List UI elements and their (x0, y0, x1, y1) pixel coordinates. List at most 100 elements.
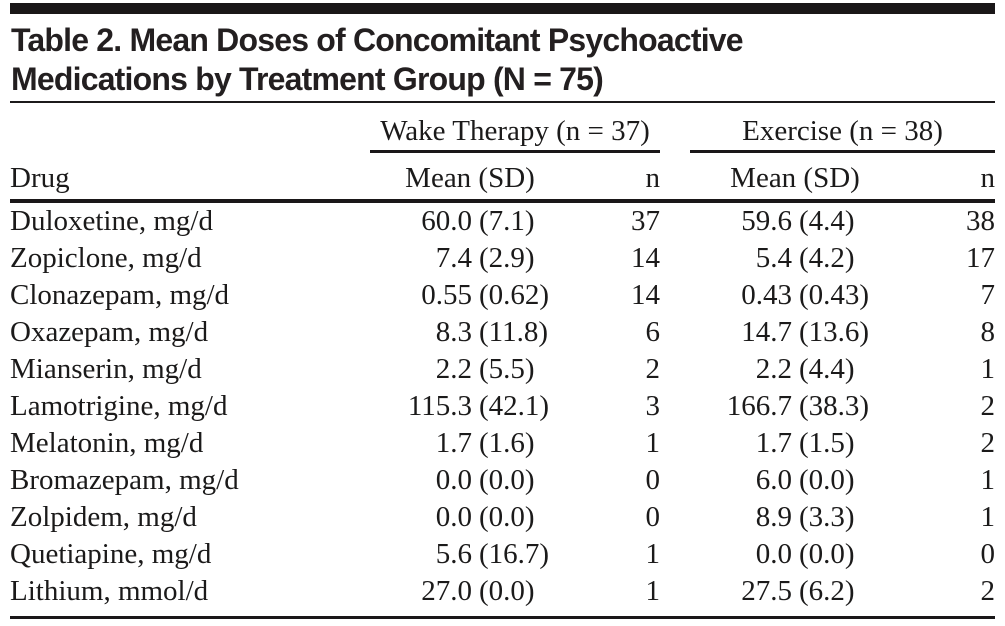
column-header-gap (660, 151, 690, 203)
wake-sd: (16.7) (479, 538, 550, 570)
exercise-mean-sd: 27.5 (6.2) (690, 573, 900, 618)
wake-mean: 7.4 (435, 242, 472, 274)
wake-mean-sd: 1.7 (1.6) (370, 425, 570, 462)
wake-n: 1 (645, 575, 661, 607)
table-row: Bromazepam, mg/d 0.0 (0.0) 0 6.0 (0.0) 1 (10, 462, 995, 499)
table-row: Melatonin, mg/d 1.7 (1.6) 1 1.7 (1.5) 2 (10, 425, 995, 462)
spanner-gap-cell (660, 106, 690, 152)
wake-sd: (1.6) (479, 427, 535, 459)
drug-name: Duloxetine, mg/d (10, 205, 213, 237)
exercise-mean-sd: 59.6 (4.4) (690, 201, 900, 240)
exercise-sd: (0.0) (799, 538, 855, 570)
wake-mean-sd: 0.55 (0.62) (370, 277, 570, 314)
wake-sd: (5.5) (479, 353, 535, 385)
wake-mean-sd: 0.0 (0.0) (370, 462, 570, 499)
gap-cell (660, 499, 690, 536)
exercise-mean-sd: 6.0 (0.0) (690, 462, 900, 499)
wake-sd: (0.0) (479, 464, 535, 496)
wake-sd: (0.62) (479, 279, 550, 311)
table-row: Zopiclone, mg/d 7.4 (2.9) 14 5.4 (4.2) 17 (10, 240, 995, 277)
exercise-sd: (13.6) (799, 316, 870, 348)
column-header-exercise-mean-sd: Mean (SD) (690, 151, 900, 203)
drug-name: Zolpidem, mg/d (10, 501, 197, 533)
exercise-sd: (4.2) (799, 242, 855, 274)
exercise-mean: 2.2 (755, 353, 792, 385)
top-rule-bar (10, 3, 995, 14)
exercise-mean-sd: 1.7 (1.5) (690, 425, 900, 462)
exercise-mean: 59.6 (741, 205, 792, 237)
table-row: Lithium, mmol/d 27.0 (0.0) 1 27.5 (6.2) 2 (10, 573, 995, 618)
gap-cell (660, 462, 690, 499)
exercise-sd: (6.2) (799, 575, 855, 607)
wake-n: 37 (631, 205, 660, 237)
wake-mean: 0.0 (435, 464, 472, 496)
exercise-mean-sd: 8.9 (3.3) (690, 499, 900, 536)
wake-mean: 27.0 (421, 575, 472, 607)
wake-mean-sd: 115.3 (42.1) (370, 388, 570, 425)
column-header-exercise-n: n (900, 151, 995, 203)
wake-n: 2 (645, 353, 661, 385)
gap-cell (660, 536, 690, 573)
wake-sd: (42.1) (479, 390, 550, 422)
wake-mean: 0.0 (435, 501, 472, 533)
wake-mean: 60.0 (421, 205, 472, 237)
exercise-n: 38 (966, 205, 995, 237)
doses-table: Wake Therapy (n = 37) Exercise (n = 38) … (10, 106, 995, 619)
wake-n: 1 (645, 538, 661, 570)
exercise-n: 8 (980, 316, 996, 348)
exercise-n: 1 (980, 353, 996, 385)
exercise-sd: (4.4) (799, 353, 855, 385)
wake-n: 6 (645, 316, 661, 348)
wake-sd: (0.0) (479, 501, 535, 533)
wake-mean: 8.3 (435, 316, 472, 348)
wake-mean: 2.2 (435, 353, 472, 385)
wake-n: 0 (645, 501, 661, 533)
group-header-exercise: Exercise (n = 38) (690, 106, 995, 153)
exercise-sd: (0.43) (799, 279, 870, 311)
exercise-mean-sd: 166.7 (38.3) (690, 388, 900, 425)
drug-name: Clonazepam, mg/d (10, 279, 230, 311)
table-row: Mianserin, mg/d 2.2 (5.5) 2 2.2 (4.4) 1 (10, 351, 995, 388)
wake-n: 14 (631, 242, 660, 274)
exercise-mean-sd: 0.43 (0.43) (690, 277, 900, 314)
column-header-wake-mean-sd: Mean (SD) (370, 151, 570, 203)
wake-n: 1 (645, 427, 661, 459)
wake-mean: 1.7 (435, 427, 472, 459)
drug-name: Melatonin, mg/d (10, 427, 204, 459)
exercise-n: 7 (980, 279, 996, 311)
exercise-sd: (0.0) (799, 464, 855, 496)
exercise-n: 2 (980, 575, 996, 607)
table-row: Quetiapine, mg/d 5.6 (16.7) 1 0.0 (0.0) 0 (10, 536, 995, 573)
exercise-mean-sd: 2.2 (4.4) (690, 351, 900, 388)
wake-mean-sd: 2.2 (5.5) (370, 351, 570, 388)
wake-mean-sd: 7.4 (2.9) (370, 240, 570, 277)
wake-mean-sd: 5.6 (16.7) (370, 536, 570, 573)
exercise-mean: 0.0 (755, 538, 792, 570)
drug-name: Zopiclone, mg/d (10, 242, 202, 274)
column-header-wake-n: n (570, 151, 660, 203)
title-divider-rule (10, 101, 995, 103)
gap-cell (660, 425, 690, 462)
table-row: Lamotrigine, mg/d 115.3 (42.1) 3 166.7 (38… (10, 388, 995, 425)
gap-cell (660, 240, 690, 277)
wake-mean: 5.6 (435, 538, 472, 570)
wake-mean-sd: 8.3 (11.8) (370, 314, 570, 351)
exercise-mean: 27.5 (741, 575, 792, 607)
exercise-mean: 166.7 (726, 390, 792, 422)
gap-cell (660, 277, 690, 314)
wake-mean: 0.55 (421, 279, 472, 311)
drug-name: Mianserin, mg/d (10, 353, 202, 385)
table-row: Clonazepam, mg/d 0.55 (0.62) 14 0.43 (0.43… (10, 277, 995, 314)
drug-name: Lamotrigine, mg/d (10, 390, 228, 422)
table-title: Table 2. Mean Doses of Concomitant Psych… (11, 21, 996, 99)
exercise-mean: 1.7 (755, 427, 792, 459)
exercise-n: 2 (980, 390, 996, 422)
exercise-sd: (38.3) (799, 390, 870, 422)
exercise-n: 1 (980, 501, 996, 533)
exercise-mean-sd: 5.4 (4.2) (690, 240, 900, 277)
gap-cell (660, 351, 690, 388)
wake-sd: (11.8) (479, 316, 548, 348)
drug-name: Lithium, mmol/d (10, 575, 209, 607)
column-header-drug: Drug (10, 151, 370, 203)
